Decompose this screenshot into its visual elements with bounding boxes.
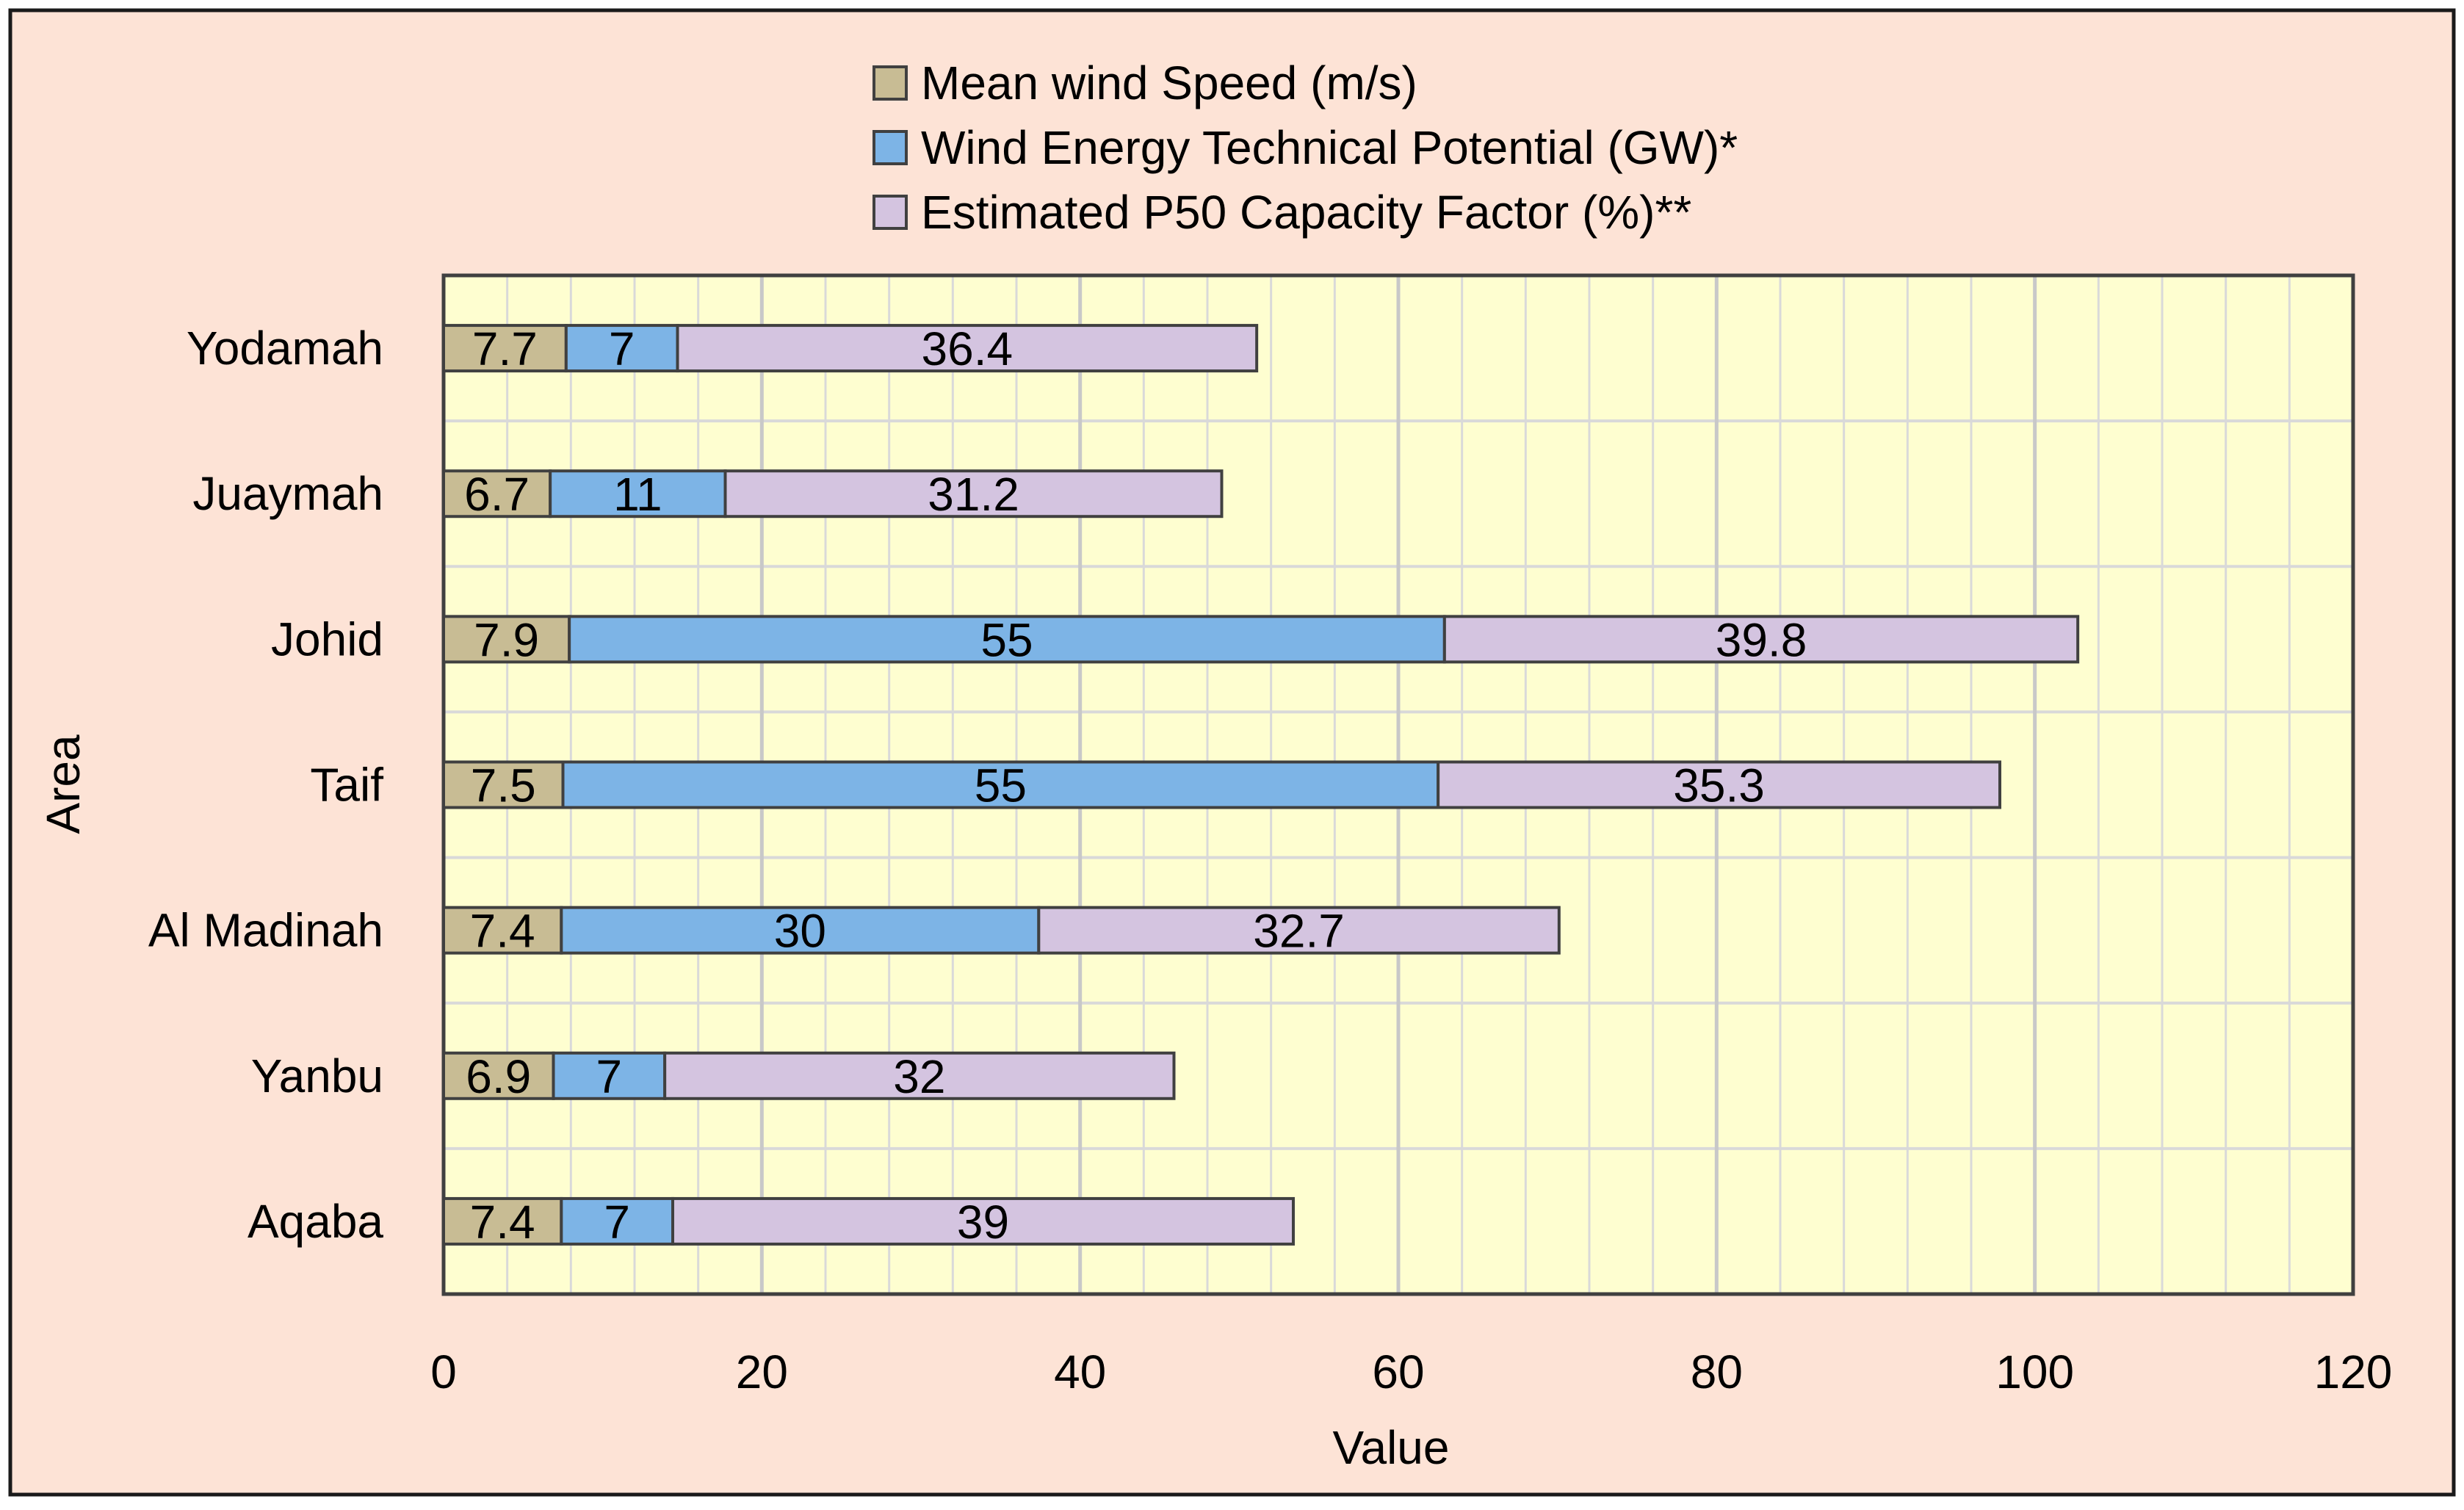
x-tick-label: 20 — [736, 1345, 788, 1398]
data-label: 39.8 — [1716, 613, 1807, 666]
data-label: 32 — [893, 1050, 945, 1103]
bar-segment-1 — [442, 760, 565, 809]
data-label: 7.5 — [471, 759, 536, 812]
bar-segment-3 — [723, 469, 1224, 519]
category-label: Yanbu — [251, 1050, 383, 1102]
data-label: 7 — [609, 322, 635, 375]
data-label: 55 — [975, 759, 1027, 812]
data-label: 7.7 — [472, 322, 538, 375]
legend-swatch-3 — [872, 195, 908, 230]
bar-segment-3 — [671, 1196, 1295, 1246]
data-label: 11 — [613, 468, 662, 521]
bar-segment-2 — [568, 615, 1446, 664]
category-labels: Yodamah Juaymah Johid Taif Al Madinah Yanbu Aq… — [148, 322, 384, 1248]
legend-label: Mean wind Speed (m/s) — [921, 57, 1417, 109]
y-axis-title: Area — [37, 734, 90, 834]
data-label: 7 — [604, 1196, 630, 1249]
bar-labels: 7.7 7 36.4 6.7 11 31.2 7.9 55 39.8 7.5 55 35.3 7.4 30… — [464, 322, 1807, 1249]
bar-segment-3 — [1442, 615, 2080, 664]
legend-label: Estimated P50 Capacity Factor (%)** — [921, 186, 1691, 239]
data-label: 36.4 — [922, 322, 1014, 375]
data-label: 35.3 — [1673, 759, 1765, 812]
data-label: 31.2 — [928, 468, 1019, 521]
x-axis-title: Value — [1333, 1421, 1450, 1474]
data-label: 6.9 — [466, 1050, 531, 1103]
x-tick-label: 80 — [1691, 1345, 1743, 1398]
legend-swatch-2 — [872, 130, 908, 165]
category-label: Johid — [271, 613, 383, 665]
bar-segment-1 — [442, 615, 571, 664]
data-label: 39 — [957, 1196, 1009, 1249]
bars — [442, 324, 2080, 1246]
legend: Mean wind Speed (m/s) Wind Energy Technic… — [872, 57, 1738, 239]
data-label: 55 — [980, 613, 1033, 666]
x-tick-labels: 0 20 40 60 80 100 120 — [430, 1345, 2392, 1398]
x-tick-label: 100 — [1995, 1345, 2074, 1398]
bar-segment-1 — [442, 469, 552, 519]
legend-label: Wind Energy Technical Potential (GW)* — [921, 121, 1738, 174]
data-label: 7.9 — [474, 613, 539, 666]
x-tick-label: 40 — [1054, 1345, 1106, 1398]
category-label: Al Madinah — [148, 904, 383, 957]
bar-segment-2 — [552, 1051, 667, 1100]
bar-segment-3 — [676, 324, 1259, 373]
data-label: 6.7 — [464, 468, 530, 521]
legend-swatch-1 — [872, 65, 908, 101]
data-label: 7.4 — [470, 905, 535, 958]
data-label: 30 — [774, 905, 826, 958]
category-label: Taif — [310, 759, 383, 812]
bar-segment-3 — [1437, 760, 2001, 809]
category-label: Aqaba — [248, 1195, 383, 1248]
bar-segment-2 — [549, 469, 727, 519]
x-tick-label: 0 — [430, 1345, 457, 1398]
data-label: 32.7 — [1253, 905, 1345, 958]
bar-segment-1 — [442, 1196, 563, 1246]
x-tick-label: 60 — [1372, 1345, 1424, 1398]
bar-segment-3 — [1037, 906, 1561, 955]
category-label: Yodamah — [187, 322, 383, 375]
data-label: 7.4 — [470, 1196, 535, 1249]
data-label: 7 — [596, 1050, 623, 1103]
category-label: Juaymah — [192, 467, 383, 520]
x-tick-label: 120 — [2314, 1345, 2393, 1398]
bar-segment-3 — [663, 1051, 1176, 1100]
